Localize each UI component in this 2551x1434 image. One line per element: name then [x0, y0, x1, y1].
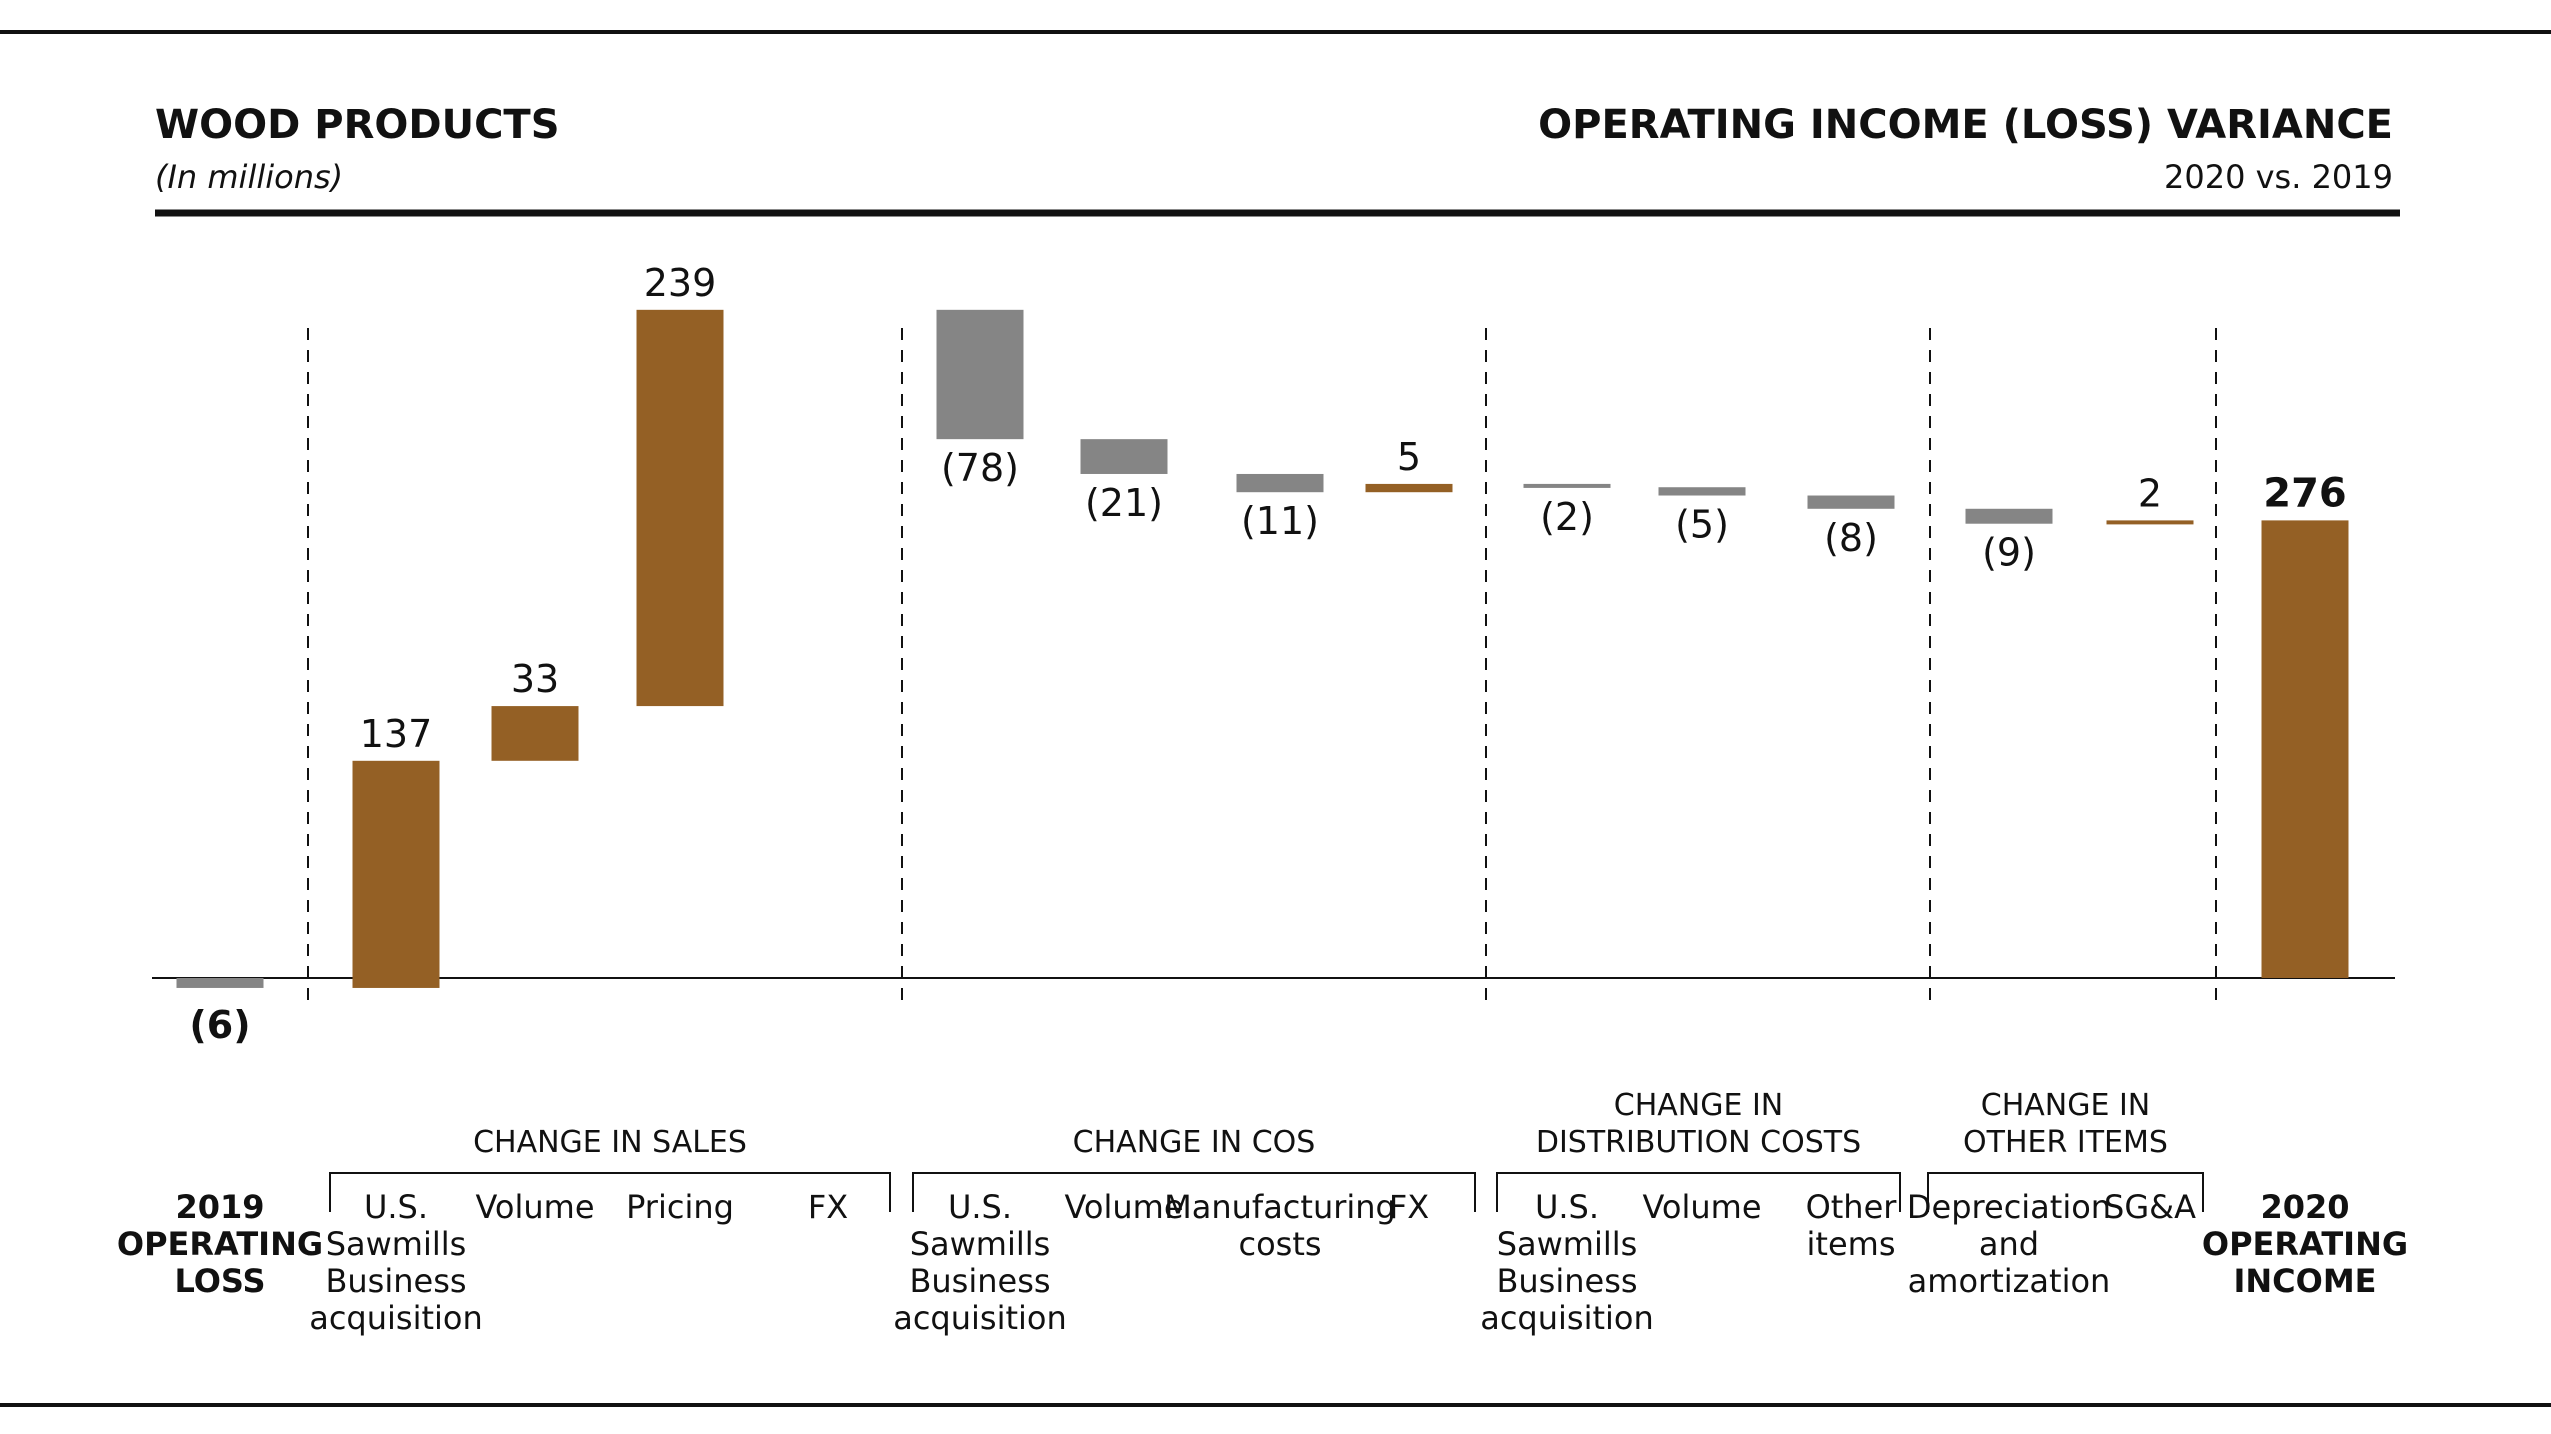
group-title: CHANGE IN SALES: [473, 1125, 747, 1160]
step-category-label-line: Business: [909, 1262, 1050, 1300]
step-bar: [1658, 487, 1746, 496]
step-bar: [352, 760, 440, 988]
start-bar: [176, 978, 264, 988]
step-value-label: 5: [1397, 435, 1421, 479]
plot-area: (6)2019OPERATINGLOSS137U.S.SawmillsBusin…: [117, 261, 2408, 1337]
end-category-label-line: 2020: [2260, 1188, 2349, 1226]
step-category-label-line: Volume: [1642, 1188, 1761, 1226]
step-value-label: (2): [1540, 495, 1594, 539]
group-title: CHANGE IN: [1981, 1088, 2151, 1123]
step-category-label-line: U.S.: [364, 1188, 428, 1226]
step-value-label: (8): [1824, 516, 1878, 560]
group-bracket: [1927, 1172, 2204, 1212]
group-bracket: [329, 1172, 891, 1212]
group-title: CHANGE IN: [1614, 1088, 1784, 1123]
step-category-label-line: Depreciation: [1907, 1188, 2111, 1226]
start-value-label: (6): [189, 1003, 250, 1047]
group-title: OTHER ITEMS: [1963, 1125, 2168, 1160]
step-category-label-line: Volume: [1064, 1188, 1183, 1226]
start-category-label-line: LOSS: [174, 1262, 265, 1300]
start-category-label-line: 2019: [175, 1188, 264, 1226]
chart-title: WOOD PRODUCTS: [155, 102, 560, 148]
step-category-label-line: U.S.: [948, 1188, 1012, 1226]
step-category-label-line: Other: [1806, 1188, 1898, 1226]
step-category-label-line: SG&A: [2104, 1188, 2196, 1226]
step-category-label-line: Sawmills: [910, 1225, 1051, 1263]
step-category-label-line: amortization: [1908, 1262, 2111, 1300]
step-value-label: (78): [941, 446, 1019, 490]
step-category-label-line: acquisition: [1480, 1299, 1654, 1337]
group-bracket: [912, 1172, 1476, 1212]
start-category-label-line: OPERATING: [117, 1225, 323, 1263]
step-category-label-line: acquisition: [893, 1299, 1067, 1337]
group-bracket: [1496, 1172, 1901, 1212]
step-category-label-line: Volume: [475, 1188, 594, 1226]
step-category-label-line: Sawmills: [1497, 1225, 1638, 1263]
step-category-label-line: Sawmills: [326, 1225, 467, 1263]
step-bar: [1965, 508, 2053, 524]
step-bar: [636, 309, 724, 707]
step-bar: [936, 309, 1024, 440]
step-category-label-line: Manufacturing: [1164, 1188, 1396, 1226]
end-value-label: 276: [2263, 470, 2347, 516]
step-category-label-line: Pricing: [626, 1188, 734, 1226]
step-bar: [2106, 520, 2194, 525]
variance-subtitle: 2020 vs. 2019: [2164, 158, 2393, 196]
step-category-label-line: Business: [1496, 1262, 1637, 1300]
step-value-label: (21): [1085, 481, 1163, 525]
step-category-label-line: costs: [1238, 1225, 1321, 1263]
step-category-label-line: items: [1807, 1225, 1896, 1263]
group-title: CHANGE IN COS: [1073, 1125, 1316, 1160]
step-value-label: 33: [511, 657, 559, 701]
step-category-label-line: U.S.: [1535, 1188, 1599, 1226]
step-bar: [1365, 483, 1453, 493]
step-value-label: 137: [360, 712, 433, 756]
group-title: DISTRIBUTION COSTS: [1536, 1125, 1861, 1160]
step-category-label-line: FX: [808, 1188, 848, 1226]
step-category-label-line: acquisition: [309, 1299, 483, 1337]
variance-title: OPERATING INCOME (LOSS) VARIANCE: [1538, 102, 2393, 148]
step-value-label: (9): [1982, 531, 2036, 575]
step-bar: [1236, 473, 1324, 493]
end-bar: [2261, 520, 2349, 978]
step-category-label-line: FX: [1389, 1188, 1429, 1226]
step-value-label: 239: [644, 261, 717, 305]
step-category-label-line: and: [1979, 1225, 2039, 1263]
step-bar: [1807, 495, 1895, 509]
step-category-label-line: Business: [325, 1262, 466, 1300]
step-bar: [491, 706, 579, 761]
step-value-label: (11): [1241, 499, 1319, 543]
step-value-label: 2: [2138, 471, 2162, 515]
step-value-label: (5): [1675, 503, 1729, 547]
end-category-label-line: OPERATING: [2202, 1225, 2408, 1263]
units-label: (In millions): [155, 158, 343, 196]
step-bar: [1080, 439, 1168, 474]
end-category-label-line: INCOME: [2233, 1262, 2376, 1300]
step-bar: [1523, 483, 1611, 488]
